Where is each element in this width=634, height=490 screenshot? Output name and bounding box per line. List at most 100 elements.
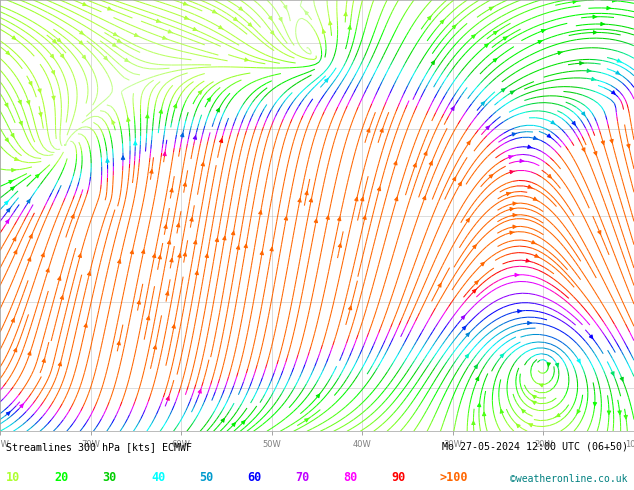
FancyArrowPatch shape xyxy=(134,142,137,145)
FancyArrowPatch shape xyxy=(159,110,162,113)
FancyArrowPatch shape xyxy=(125,58,129,62)
Text: Mo 27-05-2024 12:00 UTC (06+50): Mo 27-05-2024 12:00 UTC (06+50) xyxy=(442,442,628,452)
FancyArrowPatch shape xyxy=(500,410,503,413)
FancyArrowPatch shape xyxy=(531,401,536,404)
FancyArrowPatch shape xyxy=(489,174,493,178)
FancyArrowPatch shape xyxy=(548,174,551,178)
FancyArrowPatch shape xyxy=(164,225,167,228)
FancyArrowPatch shape xyxy=(620,377,623,381)
FancyArrowPatch shape xyxy=(112,43,117,47)
Text: 20: 20 xyxy=(55,471,68,484)
FancyArrowPatch shape xyxy=(198,91,202,94)
FancyArrowPatch shape xyxy=(163,152,166,156)
FancyArrowPatch shape xyxy=(513,202,517,205)
FancyArrowPatch shape xyxy=(146,317,150,320)
FancyArrowPatch shape xyxy=(339,244,342,247)
FancyArrowPatch shape xyxy=(27,199,30,203)
FancyArrowPatch shape xyxy=(475,281,478,284)
Text: 70: 70 xyxy=(295,471,309,484)
FancyArrowPatch shape xyxy=(219,139,223,143)
FancyArrowPatch shape xyxy=(245,58,249,61)
FancyArrowPatch shape xyxy=(57,38,61,42)
FancyArrowPatch shape xyxy=(466,219,469,222)
FancyArrowPatch shape xyxy=(326,216,330,220)
FancyArrowPatch shape xyxy=(13,237,16,241)
FancyArrowPatch shape xyxy=(476,377,479,381)
FancyArrowPatch shape xyxy=(512,133,517,136)
FancyArrowPatch shape xyxy=(558,51,562,54)
FancyArrowPatch shape xyxy=(4,201,8,205)
FancyArrowPatch shape xyxy=(533,136,538,140)
FancyArrowPatch shape xyxy=(239,7,242,10)
FancyArrowPatch shape xyxy=(493,31,498,35)
FancyArrowPatch shape xyxy=(431,61,434,65)
FancyArrowPatch shape xyxy=(593,402,597,406)
FancyArrowPatch shape xyxy=(121,156,125,159)
FancyArrowPatch shape xyxy=(465,354,469,358)
FancyArrowPatch shape xyxy=(503,36,508,40)
FancyArrowPatch shape xyxy=(170,258,173,262)
FancyArrowPatch shape xyxy=(166,396,169,400)
FancyArrowPatch shape xyxy=(551,121,555,124)
FancyArrowPatch shape xyxy=(528,185,533,188)
FancyArrowPatch shape xyxy=(526,259,530,262)
FancyArrowPatch shape xyxy=(271,31,274,34)
FancyArrowPatch shape xyxy=(233,17,237,21)
FancyArrowPatch shape xyxy=(377,187,380,191)
FancyArrowPatch shape xyxy=(325,79,328,82)
FancyArrowPatch shape xyxy=(141,250,145,253)
FancyArrowPatch shape xyxy=(41,253,44,257)
FancyArrowPatch shape xyxy=(587,69,592,73)
FancyArrowPatch shape xyxy=(348,26,351,29)
FancyArrowPatch shape xyxy=(58,362,61,366)
FancyArrowPatch shape xyxy=(71,215,74,218)
FancyArrowPatch shape xyxy=(547,363,550,366)
FancyArrowPatch shape xyxy=(612,0,617,2)
FancyArrowPatch shape xyxy=(11,318,15,322)
FancyArrowPatch shape xyxy=(547,134,551,138)
FancyArrowPatch shape xyxy=(493,59,497,62)
FancyArrowPatch shape xyxy=(582,148,585,151)
FancyArrowPatch shape xyxy=(117,260,121,263)
FancyArrowPatch shape xyxy=(508,155,513,159)
FancyArrowPatch shape xyxy=(624,416,628,419)
FancyArrowPatch shape xyxy=(380,128,383,132)
FancyArrowPatch shape xyxy=(577,410,580,414)
FancyArrowPatch shape xyxy=(231,231,235,235)
FancyArrowPatch shape xyxy=(610,140,613,143)
FancyArrowPatch shape xyxy=(607,411,611,415)
FancyArrowPatch shape xyxy=(513,225,517,228)
FancyArrowPatch shape xyxy=(298,198,301,202)
FancyArrowPatch shape xyxy=(58,277,61,280)
FancyArrowPatch shape xyxy=(594,151,597,155)
FancyArrowPatch shape xyxy=(6,208,10,212)
FancyArrowPatch shape xyxy=(458,182,462,186)
FancyArrowPatch shape xyxy=(212,10,217,13)
FancyArrowPatch shape xyxy=(112,121,115,124)
FancyArrowPatch shape xyxy=(481,102,484,105)
Text: 80: 80 xyxy=(344,471,358,484)
FancyArrowPatch shape xyxy=(198,390,202,393)
FancyArrowPatch shape xyxy=(78,254,81,257)
FancyArrowPatch shape xyxy=(14,348,16,352)
FancyArrowPatch shape xyxy=(486,126,489,130)
FancyArrowPatch shape xyxy=(60,295,63,299)
FancyArrowPatch shape xyxy=(541,29,546,33)
FancyArrowPatch shape xyxy=(472,35,475,38)
FancyArrowPatch shape xyxy=(117,342,120,345)
FancyArrowPatch shape xyxy=(507,192,511,196)
FancyArrowPatch shape xyxy=(472,290,476,293)
FancyArrowPatch shape xyxy=(462,326,466,330)
FancyArrowPatch shape xyxy=(601,23,605,25)
FancyArrowPatch shape xyxy=(532,241,536,244)
FancyArrowPatch shape xyxy=(534,254,540,258)
Text: Streamlines 300 hPa [kts] ECMWF: Streamlines 300 hPa [kts] ECMWF xyxy=(6,442,192,452)
FancyArrowPatch shape xyxy=(6,51,10,54)
FancyArrowPatch shape xyxy=(270,247,273,251)
FancyArrowPatch shape xyxy=(427,16,431,20)
FancyArrowPatch shape xyxy=(482,412,486,416)
FancyArrowPatch shape xyxy=(473,245,476,248)
FancyArrowPatch shape xyxy=(500,354,503,358)
FancyArrowPatch shape xyxy=(36,174,39,178)
FancyArrowPatch shape xyxy=(6,412,10,416)
